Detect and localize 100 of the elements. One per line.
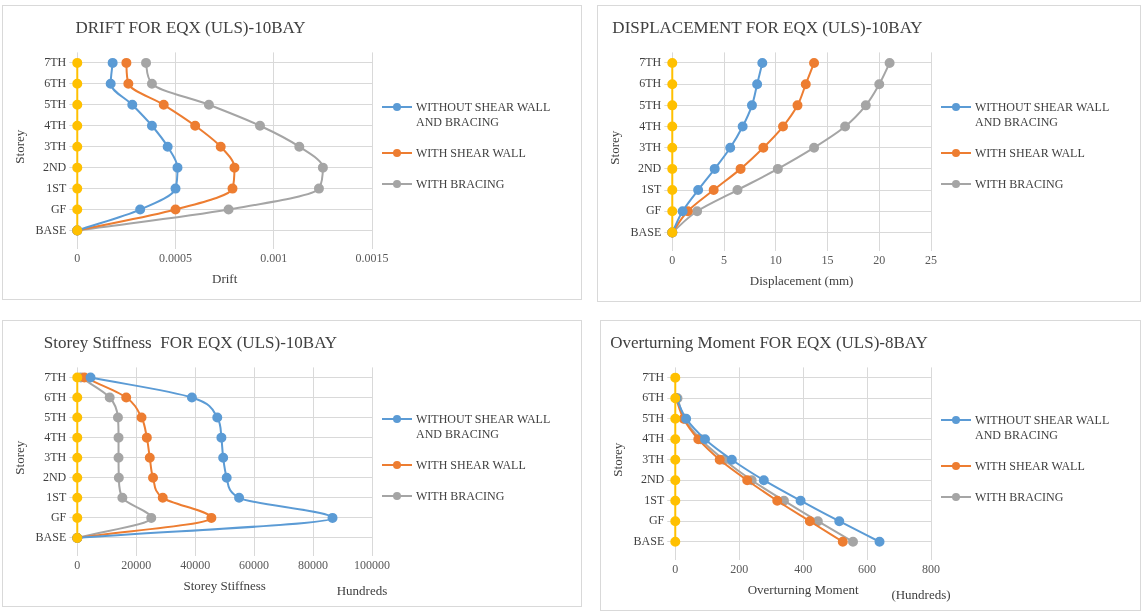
point [809, 57, 820, 68]
x-tick-label: 400 [794, 562, 813, 577]
point [227, 183, 238, 194]
point [809, 142, 820, 153]
point [121, 57, 132, 68]
point [146, 78, 157, 89]
legend-label: WITH SHEAR WALL [975, 459, 1085, 475]
x-tick-label: 40000 [180, 558, 211, 573]
point [144, 452, 155, 463]
point [146, 120, 157, 131]
point [172, 162, 183, 173]
chart-title: Storey Stiffness FOR EQX (ULS)-10BAY [43, 332, 338, 352]
point [758, 475, 769, 486]
point [218, 452, 229, 463]
point [216, 432, 227, 443]
point [148, 472, 159, 483]
point [121, 392, 132, 403]
point [162, 141, 173, 152]
y-tick-label: 2ND [42, 159, 67, 174]
point [72, 99, 83, 110]
point [732, 185, 743, 196]
point [170, 183, 181, 194]
x-tick-label: 800 [922, 562, 940, 577]
y-tick-label: BASE [35, 530, 67, 545]
y-tick-label: 5TH [44, 409, 67, 424]
point [667, 79, 678, 90]
point [670, 536, 681, 547]
point [792, 100, 803, 111]
y-tick-label: BASE [630, 224, 662, 239]
point [667, 185, 678, 196]
point [757, 57, 768, 68]
y-tick-label: 6TH [44, 389, 67, 404]
point [85, 372, 96, 383]
legend-label: WITHOUT SHEAR WALL AND BRACING [416, 99, 551, 130]
x-tick-label: 60000 [239, 558, 270, 573]
chart-title: DISPLACEMENT FOR EQX (ULS)-10BAY [612, 17, 923, 37]
point [860, 100, 871, 111]
point [170, 204, 181, 215]
point [667, 121, 678, 132]
x-tick-label: 0.0015 [355, 251, 389, 266]
point [72, 120, 83, 131]
point [157, 492, 168, 503]
point [294, 141, 305, 152]
y-tick-label: 7TH [44, 55, 67, 70]
point [670, 413, 681, 424]
y-tick-label: GF [50, 510, 67, 525]
point [700, 434, 710, 445]
point [709, 163, 720, 174]
y-tick-label: 2ND [640, 472, 665, 487]
point [667, 142, 678, 153]
point [742, 475, 753, 486]
legend-label: WITH SHEAR WALL [416, 145, 526, 161]
point [72, 78, 83, 89]
y-tick-label: 6TH [44, 75, 67, 90]
y-tick-label: 1ST [644, 492, 665, 507]
y-tick-label: 7TH [44, 369, 67, 384]
point [677, 206, 688, 217]
x-tick-label: 80000 [298, 558, 329, 573]
point [72, 512, 83, 523]
x-axis-title: Drift [212, 270, 238, 286]
point [317, 162, 328, 173]
point [72, 432, 83, 443]
point [113, 432, 124, 443]
y-axis-title: Storey [12, 129, 28, 164]
point [758, 142, 769, 153]
point [215, 141, 226, 152]
legend-label: WITH BRACING [416, 489, 505, 505]
point [72, 162, 83, 173]
point [229, 162, 240, 173]
y-tick-label: 1ST [46, 489, 67, 504]
point [141, 432, 152, 443]
point [313, 183, 324, 194]
x-tick-label: 25 [925, 253, 937, 268]
x-tick-label: 5 [721, 253, 728, 268]
point [667, 57, 678, 68]
point [848, 536, 858, 547]
point [104, 392, 115, 403]
point [186, 392, 197, 403]
point [714, 454, 725, 465]
point [670, 454, 681, 465]
point [693, 185, 704, 196]
point [772, 163, 783, 174]
point [670, 372, 681, 383]
point [725, 142, 736, 153]
y-tick-label: 4TH [44, 117, 67, 132]
x-tick-label: 0 [672, 562, 679, 577]
chart-title: DRIFT FOR EQX (ULS)-10BAY [75, 17, 306, 37]
x-tick-label: 0 [74, 558, 81, 573]
point [670, 475, 681, 486]
x-tick-label: 0 [669, 253, 676, 268]
point [735, 163, 746, 174]
y-tick-label: 4TH [44, 429, 67, 444]
point [72, 204, 83, 215]
point [874, 79, 885, 90]
point [107, 57, 118, 68]
point [223, 204, 234, 215]
point [800, 79, 811, 90]
point [72, 452, 83, 463]
point [667, 206, 678, 217]
point [255, 120, 265, 131]
